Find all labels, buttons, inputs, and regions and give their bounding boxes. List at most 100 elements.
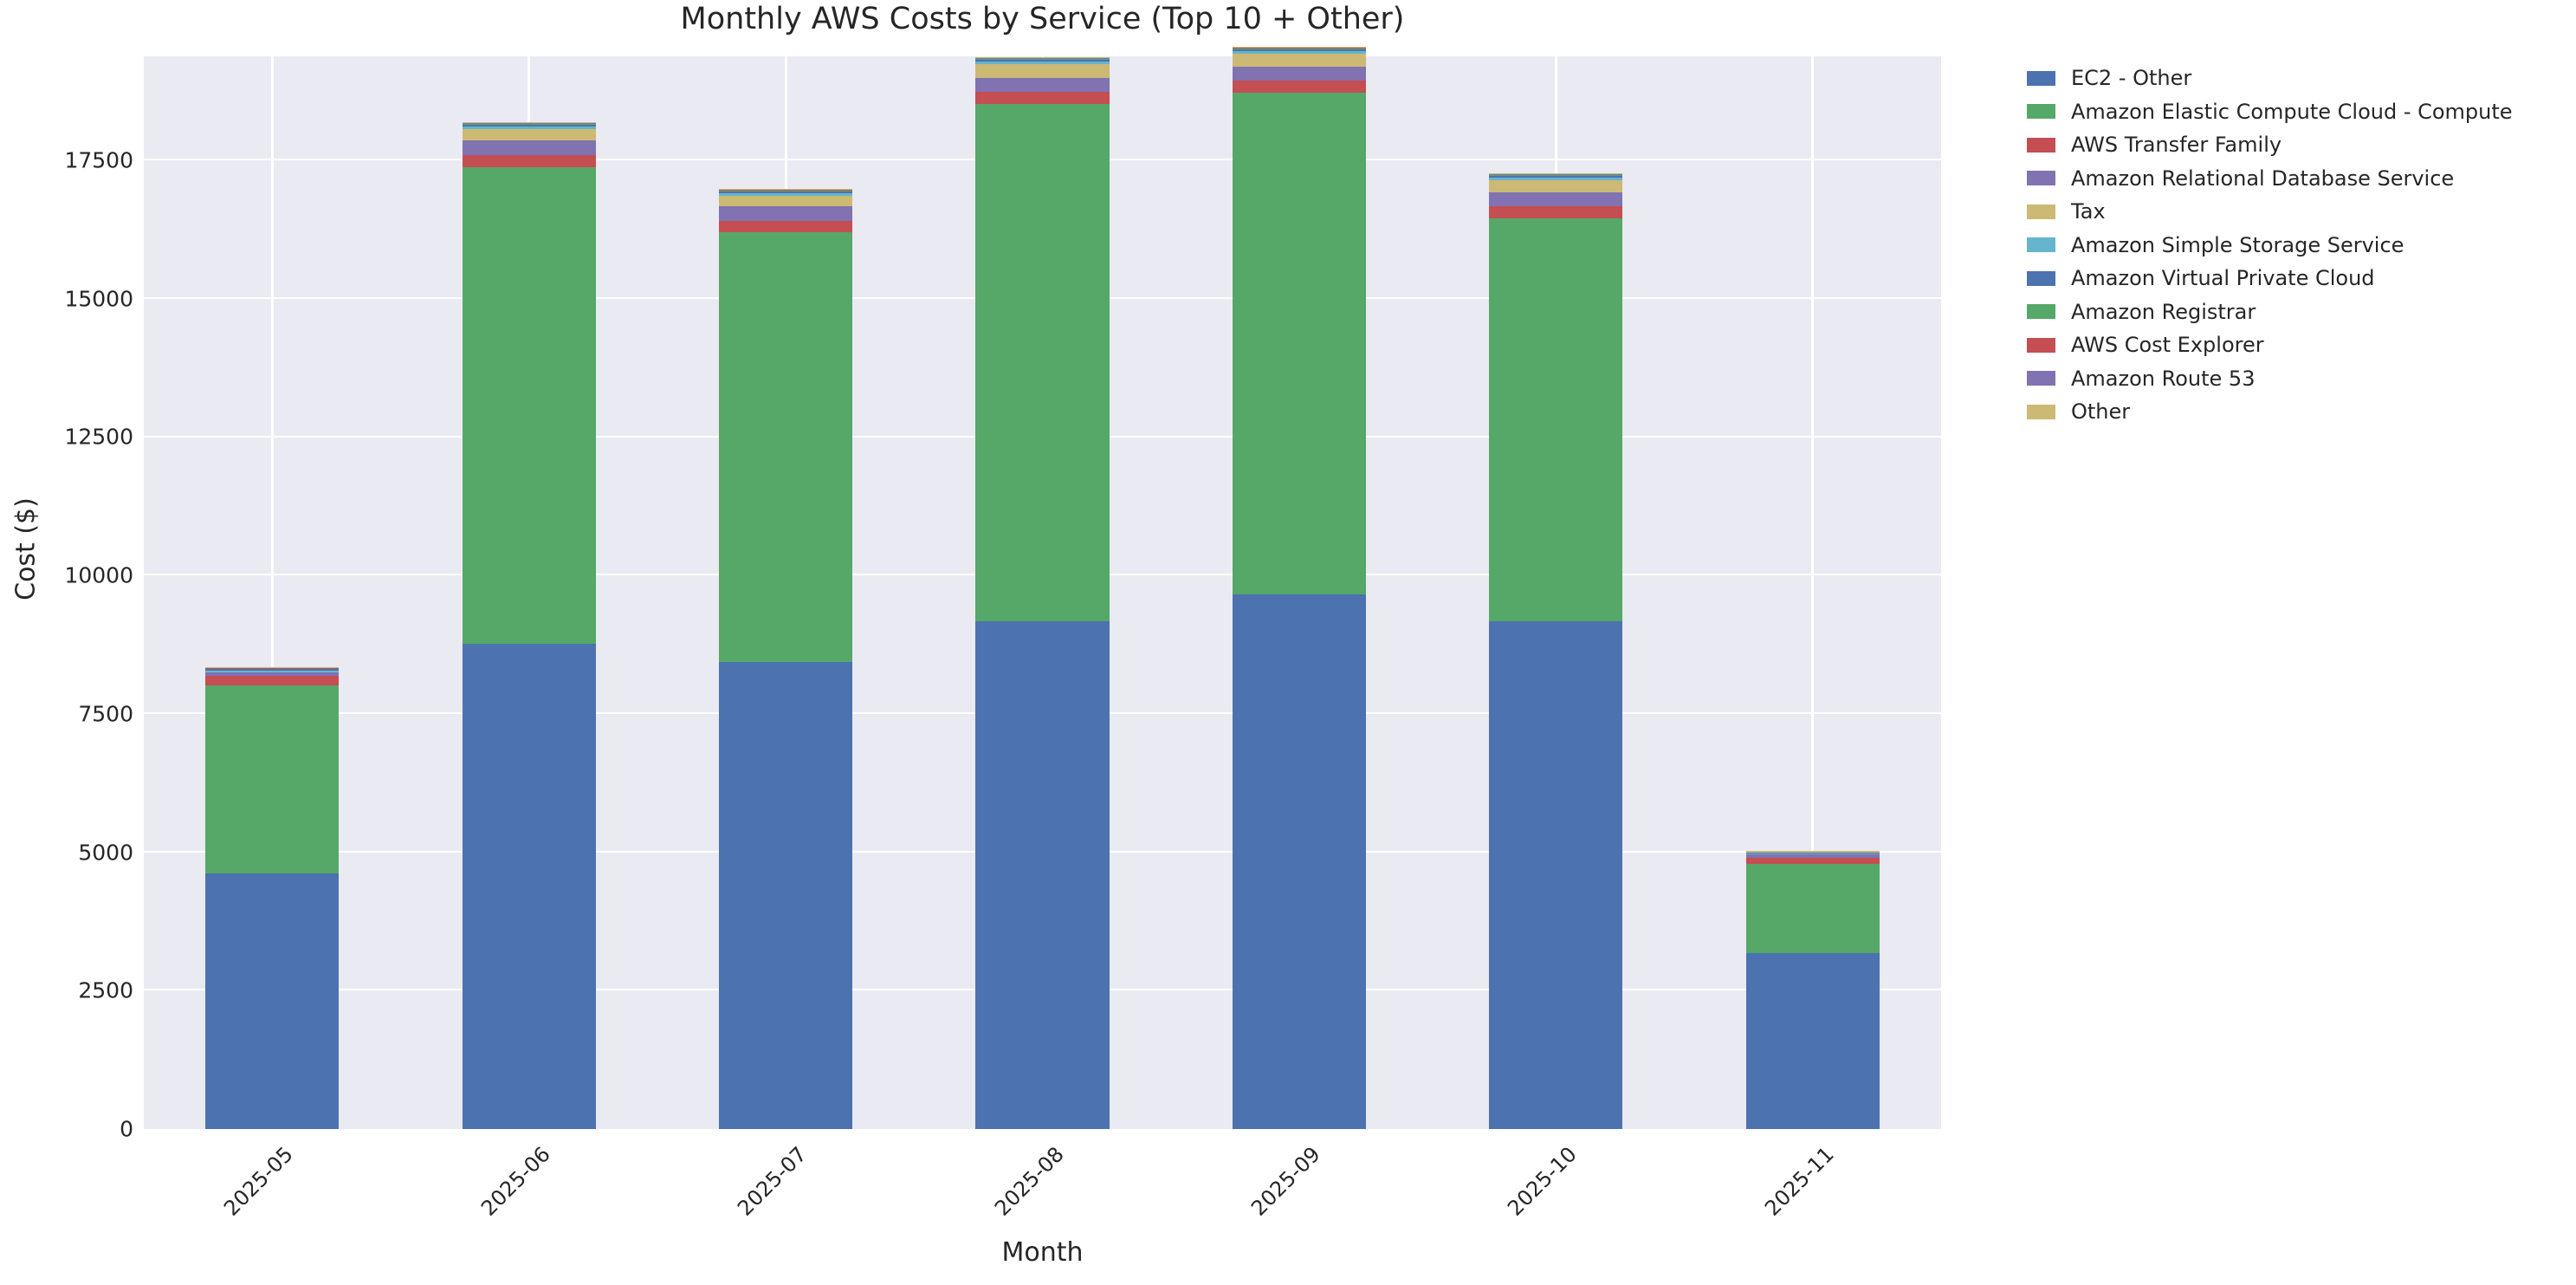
legend-swatch-icon	[2027, 171, 2055, 185]
legend-item-label: Amazon Relational Database Service	[2071, 165, 2455, 191]
bar-segment[interactable]	[1489, 191, 1623, 206]
vertical-gridline-2025-05	[270, 56, 274, 1129]
bar-segment[interactable]	[205, 669, 340, 671]
bar-segment[interactable]	[205, 685, 340, 873]
bar-segment[interactable]	[1489, 179, 1623, 192]
bar-segment[interactable]	[1745, 853, 1880, 855]
bar-segment[interactable]	[975, 62, 1110, 64]
x-tick-label: 2025-10	[1503, 1142, 1582, 1221]
bar-2025-08[interactable]	[975, 57, 1110, 1129]
bar-segment[interactable]	[462, 154, 596, 167]
legend-item[interactable]: Amazon Registrar	[2027, 302, 2564, 322]
bar-segment[interactable]	[1489, 174, 1623, 176]
bar-segment[interactable]	[975, 92, 1110, 104]
bar-segment[interactable]	[1232, 53, 1366, 68]
bar-segment[interactable]	[975, 60, 1110, 62]
bar-segment[interactable]	[719, 195, 853, 207]
bar-segment[interactable]	[719, 206, 853, 221]
y-tick-label: 7500	[78, 701, 133, 727]
bar-segment[interactable]	[1232, 594, 1366, 1129]
bar-segment[interactable]	[719, 193, 853, 196]
bar-2025-05[interactable]	[205, 666, 340, 1129]
bar-segment[interactable]	[205, 676, 340, 685]
legend-item[interactable]: AWS Transfer Family	[2027, 134, 2564, 155]
legend-swatch-icon	[2027, 270, 2055, 286]
bar-segment[interactable]	[462, 140, 596, 155]
legend-swatch-icon	[2027, 70, 2055, 86]
legend-swatch-icon	[2027, 304, 2055, 319]
y-axis-label: Cost ($)	[10, 497, 42, 600]
y-tick-label: 2500	[78, 977, 133, 1003]
legend-item[interactable]: Tax	[2027, 201, 2564, 222]
x-axis-label: Month	[1001, 1237, 1084, 1268]
legend-item[interactable]: Amazon Simple Storage Service	[2027, 235, 2564, 256]
bar-segment[interactable]	[462, 644, 596, 1129]
bar-segment[interactable]	[719, 191, 853, 194]
legend-item[interactable]: Amazon Route 53	[2027, 368, 2564, 389]
bar-segment[interactable]	[1489, 217, 1623, 622]
legend-item[interactable]: EC2 - Other	[2027, 68, 2564, 88]
bar-2025-10[interactable]	[1489, 172, 1623, 1129]
legend-item[interactable]: Amazon Elastic Compute Cloud - Compute	[2027, 101, 2564, 122]
bar-segment[interactable]	[462, 128, 596, 141]
bar-segment[interactable]	[1489, 621, 1623, 1129]
bar-segment[interactable]	[205, 672, 340, 677]
bar-segment[interactable]	[975, 58, 1110, 60]
bar-segment[interactable]	[975, 103, 1110, 622]
bar-segment[interactable]	[1232, 47, 1366, 49]
bar-segment[interactable]	[975, 58, 1110, 61]
legend-item-label: Amazon Elastic Compute Cloud - Compute	[2071, 99, 2513, 124]
bar-segment[interactable]	[462, 122, 596, 125]
bar-segment[interactable]	[1232, 50, 1366, 54]
bar-2025-09[interactable]	[1232, 46, 1366, 1129]
bar-segment[interactable]	[1745, 851, 1880, 853]
bar-segment[interactable]	[205, 873, 340, 1129]
bar-segment[interactable]	[1489, 178, 1623, 180]
x-tick-label: 2025-09	[1246, 1142, 1325, 1221]
legend-swatch-icon	[2027, 337, 2055, 353]
bar-segment[interactable]	[462, 127, 596, 129]
legend-item[interactable]: Amazon Relational Database Service	[2027, 168, 2564, 189]
bar-segment[interactable]	[719, 188, 853, 190]
bar-segment[interactable]	[975, 63, 1110, 79]
bar-segment[interactable]	[1232, 67, 1366, 81]
bar-segment[interactable]	[975, 57, 1110, 59]
bar-segment[interactable]	[975, 78, 1110, 93]
legend-item[interactable]: Amazon Virtual Private Cloud	[2027, 268, 2564, 289]
legend-item-label: Tax	[2071, 199, 2106, 224]
bar-segment[interactable]	[1745, 857, 1880, 865]
legend-item-label: AWS Transfer Family	[2071, 133, 2282, 157]
bar-segment[interactable]	[1745, 854, 1880, 858]
bar-segment[interactable]	[462, 166, 596, 645]
bar-segment[interactable]	[719, 232, 853, 662]
bar-segment[interactable]	[205, 670, 340, 672]
bar-2025-11[interactable]	[1745, 851, 1880, 1129]
bar-segment[interactable]	[205, 666, 340, 668]
bar-segment[interactable]	[1745, 952, 1880, 1129]
bar-segment[interactable]	[462, 124, 596, 127]
bar-segment[interactable]	[1489, 175, 1623, 178]
bar-segment[interactable]	[719, 661, 853, 1129]
bar-segment[interactable]	[1489, 205, 1623, 218]
bar-segment[interactable]	[1745, 864, 1880, 953]
bar-segment[interactable]	[1232, 81, 1366, 94]
bar-segment[interactable]	[1232, 49, 1366, 51]
bar-segment[interactable]	[1232, 93, 1366, 594]
bar-segment[interactable]	[719, 220, 853, 233]
legend-item[interactable]: AWS Cost Explorer	[2027, 334, 2564, 355]
bar-segment[interactable]	[462, 121, 596, 123]
bar-segment[interactable]	[1232, 46, 1366, 48]
bar-segment[interactable]	[975, 621, 1110, 1129]
bar-segment[interactable]	[462, 123, 596, 125]
x-tick-label: 2025-06	[476, 1142, 555, 1221]
bar-segment[interactable]	[719, 189, 853, 191]
bar-2025-07[interactable]	[719, 188, 853, 1129]
bar-2025-06[interactable]	[462, 121, 596, 1129]
bar-segment[interactable]	[1489, 174, 1623, 176]
legend-item[interactable]: Other	[2027, 401, 2564, 422]
legend-swatch-icon	[2027, 204, 2055, 219]
bar-segment[interactable]	[1489, 172, 1623, 175]
x-tick-label: 2025-11	[1759, 1142, 1839, 1221]
y-tick-label: 17500	[64, 147, 133, 173]
